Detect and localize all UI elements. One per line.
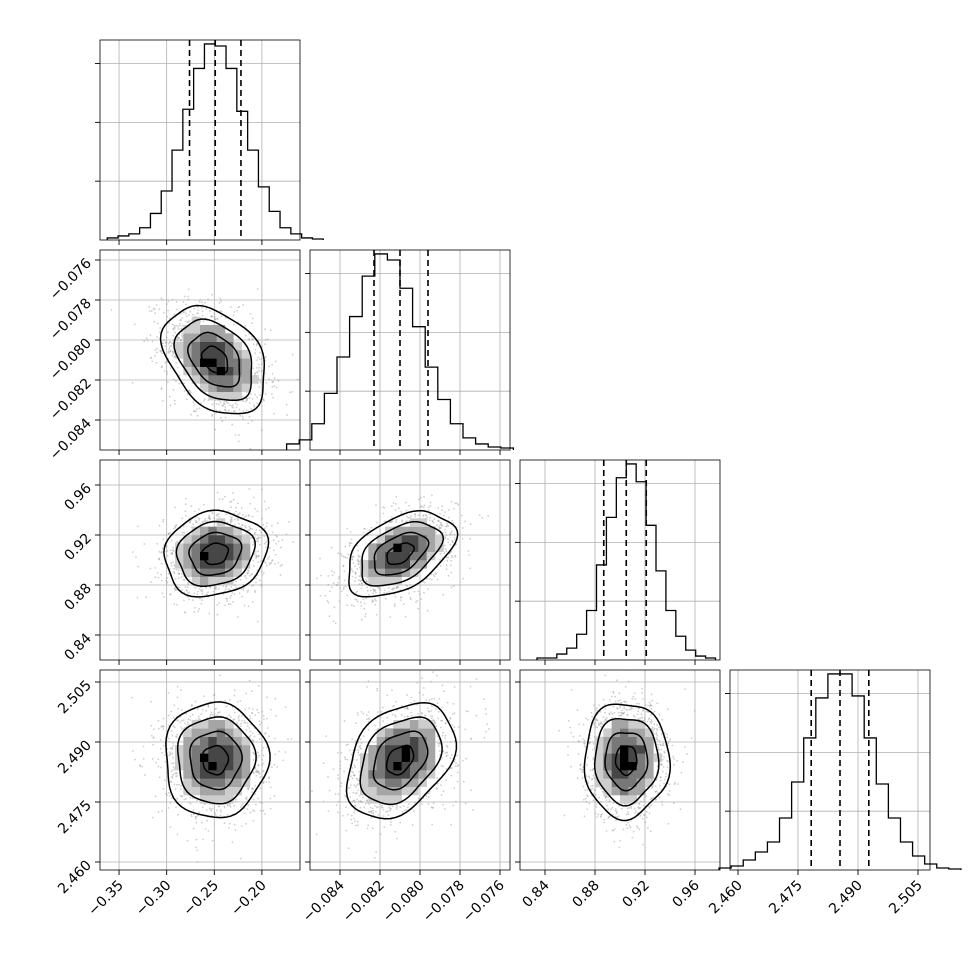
- y-tick-label: 0.88: [61, 581, 94, 614]
- y-tick-label: −0.076: [47, 255, 95, 303]
- contour-line: [348, 509, 459, 598]
- contour-line: [163, 509, 270, 598]
- x-tick-label: −0.25: [180, 878, 222, 920]
- contour-line: [175, 520, 256, 587]
- contour-line: [176, 716, 257, 805]
- density-bins: [175, 316, 259, 401]
- x-tick-label: 0.92: [619, 878, 652, 911]
- scatter-panel-3-1: −0.084−0.082−0.080−0.078−0.076: [300, 669, 511, 926]
- x-tick-label: −0.35: [85, 878, 127, 920]
- histogram-panel-3: 2.460 2.475 2.490 2.505: [706, 669, 962, 918]
- x-tick-label: 0.88: [569, 878, 602, 911]
- y-tick-label: 0.96: [61, 480, 94, 513]
- x-tick-label: −0.078: [420, 878, 468, 926]
- contour-line: [604, 732, 649, 792]
- contour-line: [372, 730, 429, 791]
- x-tick-label: 0.96: [669, 877, 702, 910]
- contour-line: [165, 701, 271, 819]
- x-tick-label: −0.30: [133, 878, 175, 920]
- density-bins: [175, 518, 251, 586]
- sample-points: [310, 494, 490, 625]
- x-tick-label: 0.84: [519, 877, 552, 910]
- x-tick-label: 2.505: [886, 878, 926, 918]
- y-tick-label: 2.460: [55, 858, 95, 898]
- sample-points: [131, 674, 293, 863]
- y-tick-label: −0.078: [47, 296, 95, 344]
- x-tick-label: −0.084: [300, 877, 348, 925]
- x-tick-label: 2.490: [826, 878, 866, 918]
- density-bins: [175, 720, 251, 804]
- y-tick-label: 2.505: [55, 678, 95, 718]
- contour-line: [187, 331, 241, 388]
- contour-line: [361, 520, 445, 587]
- x-tick-label: −0.082: [340, 878, 388, 926]
- contour-line: [359, 716, 443, 806]
- scatter-panel-3-0: −0.35 −0.30 −0.25 −0.20 2.460 2.475 2.490 2.505: [55, 669, 301, 920]
- y-tick-label: −0.084: [47, 415, 95, 463]
- contour-line: [201, 542, 230, 566]
- contour-line: [159, 304, 266, 415]
- contour-line: [345, 701, 458, 820]
- y-tick-label: 0.84: [61, 630, 94, 663]
- scatter-panel-1-0: −0.084−0.082−0.080−0.078−0.076: [47, 249, 301, 463]
- x-tick-label: −0.080: [380, 878, 428, 926]
- x-tick-label: 2.460: [706, 878, 746, 918]
- scatter-panel-3-2: 0.84 0.88 0.92 0.96: [515, 669, 721, 911]
- density-bins: [595, 720, 662, 804]
- contour-line: [373, 531, 430, 576]
- density-bins: [360, 518, 444, 586]
- x-tick-label: 2.475: [766, 878, 806, 918]
- contour-line: [200, 345, 229, 375]
- y-tick-label: −0.080: [47, 336, 95, 384]
- x-tick-label: −0.076: [460, 877, 508, 925]
- contour-line: [189, 730, 243, 791]
- y-tick-label: 2.475: [55, 798, 95, 838]
- sample-points: [131, 488, 295, 623]
- y-tick-label: 0.92: [61, 531, 94, 564]
- contour-line: [583, 703, 672, 822]
- contour-line: [385, 744, 415, 776]
- scatter-panel-2-1: [305, 459, 511, 665]
- x-tick-label: −0.20: [228, 878, 270, 920]
- y-tick-label: −0.082: [47, 376, 95, 424]
- histogram-panel-0: [95, 39, 324, 245]
- scatter-panel-2-0: 0.84 0.88 0.92 0.96: [61, 459, 301, 665]
- contour-line: [201, 744, 230, 776]
- contour-line: [188, 531, 243, 577]
- contour-line: [386, 542, 415, 566]
- contour-line: [593, 717, 660, 807]
- contour-line: [173, 318, 253, 402]
- histogram-panel-1: [285, 249, 515, 455]
- contour-line: [614, 745, 638, 777]
- histogram-panel-2: [515, 459, 721, 665]
- density-bins: [360, 720, 436, 804]
- y-tick-label: 2.490: [55, 738, 95, 778]
